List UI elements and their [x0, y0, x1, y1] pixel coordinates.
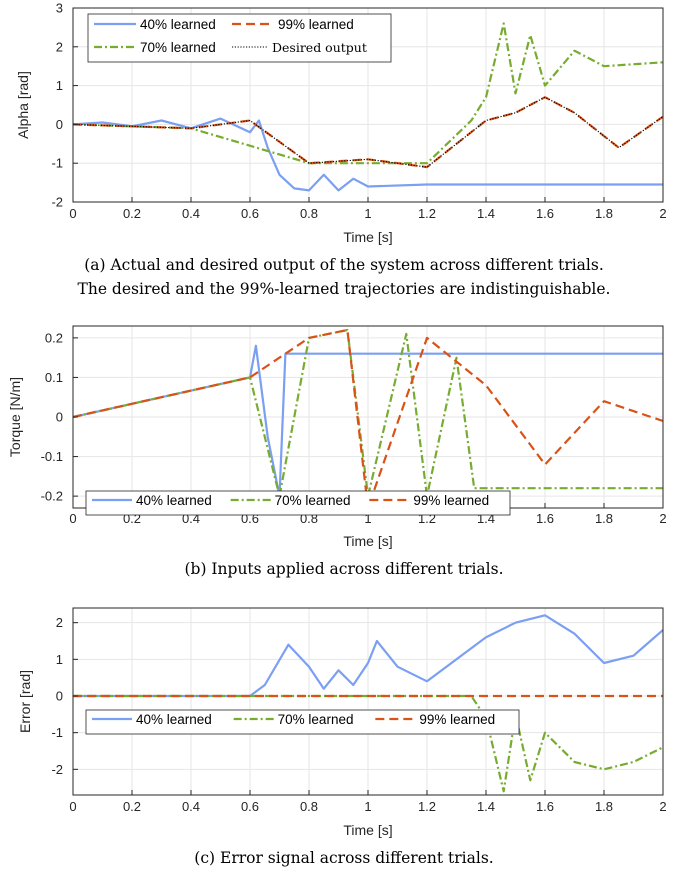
- x-tick-label: 1: [364, 511, 371, 526]
- legend-label: 99% learned: [419, 712, 495, 727]
- x-tick-label: 1.6: [536, 799, 554, 814]
- x-tick-label: 0.4: [182, 799, 200, 814]
- legend-label: 40% learned: [140, 17, 216, 32]
- series-line-70-learned: [73, 694, 663, 793]
- x-tick-label: 0.2: [123, 206, 141, 221]
- x-tick-label: 0.6: [241, 799, 259, 814]
- y-tick-label: 0: [56, 689, 63, 704]
- y-tick-label: -0.1: [41, 449, 63, 464]
- x-tick-label: 2: [659, 799, 666, 814]
- x-tick-label: 2: [659, 511, 666, 526]
- legend-label: 70% learned: [275, 493, 351, 508]
- x-tick-label: 0.6: [241, 206, 259, 221]
- x-tick-label: 1.8: [595, 799, 613, 814]
- legend-label: 70% learned: [140, 40, 216, 55]
- y-tick-label: 0.1: [45, 370, 63, 385]
- series-line-99-learned: [73, 328, 663, 508]
- series-line-70-learned: [73, 22, 663, 165]
- x-tick-label: 1: [364, 799, 371, 814]
- x-axis-label: Time [s]: [343, 533, 392, 549]
- y-tick-label: 1: [56, 78, 63, 93]
- series-line-40-learned: [73, 344, 663, 498]
- y-tick-label: -2: [51, 195, 63, 210]
- chart-panel-1: 0 0.2 0.4 0.6 0.8 1 1.2 1.4 1.6 1.8 2 -2 -1 0 1 2 3 Time …: [15, 1, 667, 299]
- y-tick-label: 1: [56, 652, 63, 667]
- legend-box: [87, 13, 392, 63]
- series-group: [73, 22, 663, 192]
- x-axis-label: Time [s]: [343, 229, 392, 245]
- x-tick-label: 1.8: [595, 511, 613, 526]
- legend-label: 99% learned: [413, 493, 489, 508]
- y-tick-label: 0: [56, 117, 63, 132]
- x-tick-label: 1: [364, 206, 371, 221]
- legend-label: 40% learned: [136, 493, 212, 508]
- legend-box: [85, 490, 511, 516]
- legend-label: 70% learned: [278, 712, 354, 727]
- figure-caption: (c) Error signal across different trials…: [194, 849, 493, 867]
- y-tick-label: -1: [51, 156, 63, 171]
- legend-label: 40% learned: [136, 712, 212, 727]
- y-axis-label: Error [rad]: [17, 670, 33, 733]
- figure-caption: (b) Inputs applied across different tria…: [184, 560, 503, 578]
- chart-panel-2: 0 0.2 0.4 0.6 0.8 1 1.2 1.4 1.6 1.8 2-0.2-0.100.10…: [7, 325, 667, 578]
- series-group: [73, 328, 663, 508]
- x-tick-label: 0: [69, 511, 76, 526]
- x-tick-label: 1.6: [536, 511, 554, 526]
- y-tick-label: 0: [56, 410, 63, 425]
- legend: 40% learned 99% learned 70% learned Desired…: [87, 13, 392, 63]
- legend-label: 99% learned: [278, 17, 354, 32]
- y-tick-label: -2: [51, 762, 63, 777]
- series-line-desired-output: [73, 96, 663, 168]
- chart-panel-3: 0 0.2 0.4 0.6 0.8 1 1.2 1.4 1.6 1.8 2 -2 -1 0 1 2 Time […: [17, 607, 667, 867]
- legend-label: Desired output: [272, 40, 367, 55]
- legend: 40% learned 70% learned 99% learned: [85, 490, 511, 516]
- y-tick-label: -1: [51, 725, 63, 740]
- y-tick-label: 2: [56, 615, 63, 630]
- x-tick-label: 0.8: [300, 206, 318, 221]
- y-axis-label: Alpha [rad]: [15, 71, 31, 139]
- x-tick-label: 1.4: [477, 206, 495, 221]
- series-line-40-learned: [73, 117, 663, 192]
- y-tick-label: 0.2: [45, 330, 63, 345]
- x-tick-label: 1.2: [418, 799, 436, 814]
- series-line-70-learned: [73, 328, 663, 498]
- x-tick-label: 0: [69, 206, 76, 221]
- y-tick-label: 2: [56, 39, 63, 54]
- x-tick-label: 1.2: [418, 206, 436, 221]
- figure-caption: (a) Actual and desired output of the sys…: [84, 256, 604, 274]
- y-tick-label: -0.2: [41, 489, 63, 504]
- x-tick-label: 0: [69, 799, 76, 814]
- x-tick-label: 1.4: [477, 799, 495, 814]
- x-tick-label: 0.2: [123, 799, 141, 814]
- y-axis-label: Torque [N/m]: [7, 377, 23, 457]
- x-axis-label: Time [s]: [343, 822, 392, 838]
- x-tick-label: 1.6: [536, 206, 554, 221]
- x-tick-label: 2: [659, 206, 666, 221]
- x-tick-label: 0.8: [300, 799, 318, 814]
- figure-caption-line-2: The desired and the 99%-learned trajecto…: [78, 280, 611, 298]
- y-tick-label: 3: [56, 1, 63, 16]
- x-tick-label: 0.4: [182, 206, 200, 221]
- legend: 40% learned 70% learned 99% learned: [85, 709, 520, 735]
- legend-box: [85, 709, 520, 735]
- x-tick-label: 1.8: [595, 206, 613, 221]
- series-group: [73, 614, 663, 793]
- series-line-40-learned: [73, 614, 663, 698]
